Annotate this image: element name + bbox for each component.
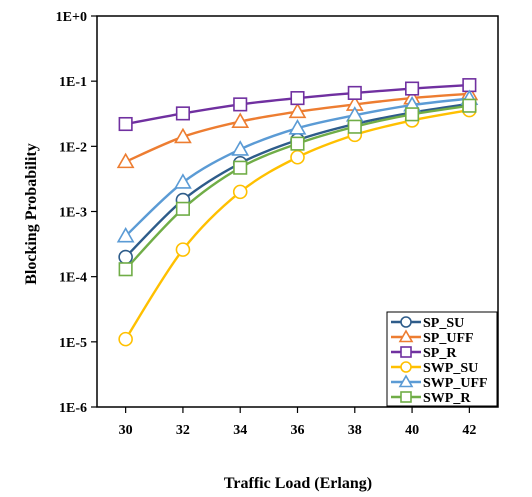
data-point	[231, 140, 250, 156]
data-point	[462, 98, 477, 113]
legend-label: SP_SU	[423, 316, 464, 331]
legend-label: SP_R	[423, 346, 457, 361]
data-point	[290, 136, 305, 151]
data-point	[118, 116, 133, 132]
y-tick-label: 1E-6	[59, 401, 87, 416]
data-point	[233, 160, 248, 175]
data-point	[175, 106, 190, 121]
y-tick-label: 1E+0	[56, 10, 87, 25]
y-tick-label: 1E-1	[59, 75, 87, 90]
legend-marker	[398, 374, 414, 388]
data-point	[232, 184, 248, 200]
x-axis-title: Traffic Load (Erlang)	[224, 475, 372, 492]
data-point	[288, 119, 307, 135]
y-tick-label: 1E-2	[59, 140, 87, 155]
data-point	[175, 242, 191, 257]
x-tick-label: 42	[462, 423, 476, 438]
legend-item: SP_UFF	[391, 329, 474, 346]
series-swp-r	[118, 98, 477, 277]
y-tick-label: 1E-3	[59, 206, 87, 221]
data-point	[347, 119, 362, 134]
data-point	[174, 127, 192, 144]
y-tick-label: 1E-5	[59, 336, 87, 351]
data-point	[118, 331, 133, 347]
x-tick-label: 40	[405, 423, 419, 438]
data-point	[288, 102, 307, 119]
data-point	[462, 78, 477, 93]
data-point	[405, 107, 420, 122]
x-tick-label: 34	[233, 423, 247, 438]
legend-item: SP_SU	[391, 316, 464, 331]
legend-item: SP_R	[391, 346, 457, 361]
x-tick-label: 30	[119, 423, 133, 438]
legend-marker	[400, 391, 412, 403]
series-layer	[116, 78, 479, 347]
legend-label: SP_UFF	[423, 331, 474, 346]
legend-label: SWP_UFF	[423, 376, 488, 391]
legend-label: SWP_R	[423, 391, 471, 406]
legend-marker	[400, 346, 412, 358]
data-point	[118, 262, 133, 277]
x-tick-label: 36	[291, 423, 305, 438]
data-point	[116, 226, 135, 243]
series-sp-r	[118, 78, 477, 132]
data-point	[233, 97, 248, 112]
data-point	[174, 173, 192, 189]
x-axis: 30 32 34 36 38 40 42	[119, 407, 476, 438]
legend-item: SWP_R	[391, 391, 471, 406]
legend-marker	[398, 329, 414, 343]
data-point	[290, 149, 305, 165]
y-axis-title: Blocking Probability	[23, 143, 40, 285]
data-point	[405, 81, 420, 96]
legend-marker	[400, 316, 412, 328]
legend-label: SWP_SU	[423, 361, 478, 376]
legend-item: SWP_UFF	[391, 374, 488, 391]
y-tick-label: 1E-4	[59, 271, 87, 286]
x-tick-label: 38	[348, 423, 362, 438]
data-point	[290, 91, 305, 106]
y-axis: 1E+0 1E-1 1E-2 1E-3 1E-4 1E-5 1E-6	[56, 10, 97, 416]
data-point	[116, 152, 135, 169]
legend-item: SWP_SU	[391, 361, 478, 376]
x-tick-label: 32	[176, 423, 190, 438]
data-point	[231, 112, 250, 128]
data-point	[347, 85, 362, 100]
legend-marker	[400, 361, 412, 373]
data-point	[175, 201, 190, 216]
data-point	[118, 249, 133, 265]
